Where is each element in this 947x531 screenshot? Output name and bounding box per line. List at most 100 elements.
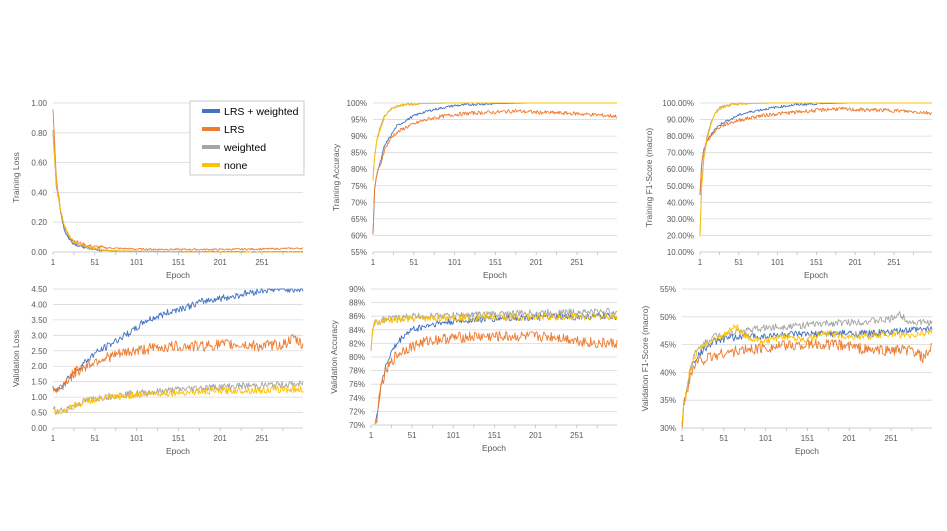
series-line-lrs-weighted: [52, 288, 304, 393]
y-tick-label: 80.00%: [667, 132, 694, 141]
y-tick-label: 82%: [349, 339, 365, 348]
x-axis-title: Epoch: [483, 270, 507, 280]
y-tick-label: 86%: [349, 312, 365, 321]
x-tick-label: 251: [255, 258, 269, 267]
x-axis-title: Epoch: [804, 270, 828, 280]
x-tick-label: 1: [680, 434, 685, 443]
y-tick-label: 76%: [349, 380, 365, 389]
series-line-lrs-weighted: [372, 102, 617, 235]
y-tick-label: 1.00: [31, 393, 47, 402]
y-tick-label: 0.60: [31, 159, 47, 168]
series-line-lrs: [699, 106, 933, 195]
x-tick-label: 101: [130, 434, 144, 443]
y-tick-label: 55%: [351, 248, 367, 257]
y-tick-label: 35%: [660, 396, 676, 405]
x-axis-title: Epoch: [166, 446, 190, 456]
x-tick-label: 201: [849, 258, 863, 267]
y-tick-label: 95%: [351, 116, 367, 125]
x-axis-title: Epoch: [795, 446, 819, 456]
y-tick-label: 3.00: [31, 331, 47, 340]
y-tick-label: 0.00: [31, 424, 47, 433]
y-tick-label: 88%: [349, 299, 365, 308]
y-tick-label: 0.50: [31, 409, 47, 418]
legend-swatch-lrs-weighted: [202, 109, 220, 113]
x-tick-label: 201: [529, 431, 543, 440]
x-tick-label: 1: [369, 431, 374, 440]
y-tick-label: 80%: [351, 165, 367, 174]
y-axis-title: Validation F1-Score (macro): [640, 306, 650, 412]
x-tick-label: 251: [884, 434, 898, 443]
series-line-weighted: [370, 307, 618, 351]
series-line-none: [699, 102, 932, 237]
series-line-none: [52, 385, 304, 416]
x-tick-label: 101: [759, 434, 773, 443]
legend-swatch-weighted: [202, 145, 220, 149]
y-tick-label: 0.00: [31, 248, 47, 257]
x-tick-label: 251: [570, 258, 584, 267]
training-f1-panel: 10.00% 20.00% 30.00% 40.00% 50.00% 60.00% 70.0…: [644, 99, 933, 280]
x-tick-label: 101: [130, 258, 144, 267]
y-tick-label: 40%: [660, 368, 676, 377]
y-tick-label: 85%: [351, 149, 367, 158]
legend-label-none: none: [224, 160, 248, 172]
y-tick-label: 3.50: [31, 316, 47, 325]
y-tick-label: 30%: [660, 424, 676, 433]
x-tick-label: 251: [570, 431, 584, 440]
y-tick-label: 1.00: [31, 99, 47, 108]
x-tick-label: 101: [448, 258, 462, 267]
x-tick-label: 101: [771, 258, 785, 267]
y-tick-label: 4.50: [31, 285, 47, 294]
y-tick-label: 0.20: [31, 218, 47, 227]
series-line-lrs: [52, 109, 304, 251]
legend-label-lrs-weighted: LRS + weighted: [224, 106, 299, 118]
validation-f1-panel: 30%35%40%45%50%55%1 51 101 151 201 251EpochVa…: [640, 285, 933, 456]
y-tick-label: 100.00%: [662, 99, 694, 108]
x-tick-label: 201: [214, 434, 228, 443]
legend: LRS + weighted LRS weighted none: [189, 100, 305, 176]
y-axis-title: Training F1-Score (macro): [644, 128, 654, 228]
x-tick-label: 201: [214, 258, 228, 267]
legend-label-lrs: LRS: [224, 124, 244, 136]
series-line-lrs: [374, 330, 618, 425]
legend-swatch-none: [202, 163, 220, 167]
x-tick-label: 51: [734, 258, 743, 267]
y-tick-label: 55%: [660, 285, 676, 294]
y-tick-label: 2.00: [31, 362, 47, 371]
x-tick-label: 1: [51, 258, 56, 267]
x-tick-label: 151: [488, 431, 502, 440]
y-tick-label: 65%: [351, 215, 367, 224]
series-line-none: [370, 313, 618, 349]
legend-box: [189, 100, 305, 176]
legend-swatch-lrs: [202, 127, 220, 131]
x-tick-label: 151: [172, 258, 186, 267]
y-tick-label: 90%: [349, 285, 365, 294]
y-tick-label: 0.40: [31, 188, 47, 197]
x-tick-label: 151: [801, 434, 815, 443]
series-line-weighted: [681, 311, 933, 427]
y-tick-label: 10.00%: [667, 248, 694, 257]
x-tick-label: 101: [447, 431, 461, 440]
y-tick-label: 84%: [349, 326, 365, 335]
y-tick-label: 1.50: [31, 378, 47, 387]
x-tick-label: 151: [810, 258, 824, 267]
validation-loss-panel: 0.00 0.50 1.00 1.50 2.00 2.50 3.00 3.50 4.00 4.50…: [11, 285, 304, 456]
y-tick-label: 70.00%: [667, 149, 694, 158]
y-tick-label: 78%: [349, 367, 365, 376]
series-line-lrs: [681, 338, 933, 429]
x-tick-label: 201: [843, 434, 857, 443]
y-tick-label: 30.00%: [667, 215, 694, 224]
x-tick-label: 1: [371, 258, 376, 267]
x-tick-label: 1: [51, 434, 56, 443]
y-tick-label: 45%: [660, 341, 676, 350]
y-tick-label: 75%: [351, 182, 367, 191]
x-tick-label: 51: [90, 434, 99, 443]
y-axis-title: Validation Accuracy: [329, 319, 339, 393]
series-line-none: [681, 324, 933, 426]
y-tick-label: 60%: [351, 231, 367, 240]
y-tick-label: 100%: [347, 99, 367, 108]
y-tick-label: 50%: [660, 313, 676, 322]
x-tick-label: 151: [489, 258, 503, 267]
x-axis-title: Epoch: [166, 270, 190, 280]
x-tick-label: 51: [719, 434, 728, 443]
x-tick-label: 201: [530, 258, 544, 267]
